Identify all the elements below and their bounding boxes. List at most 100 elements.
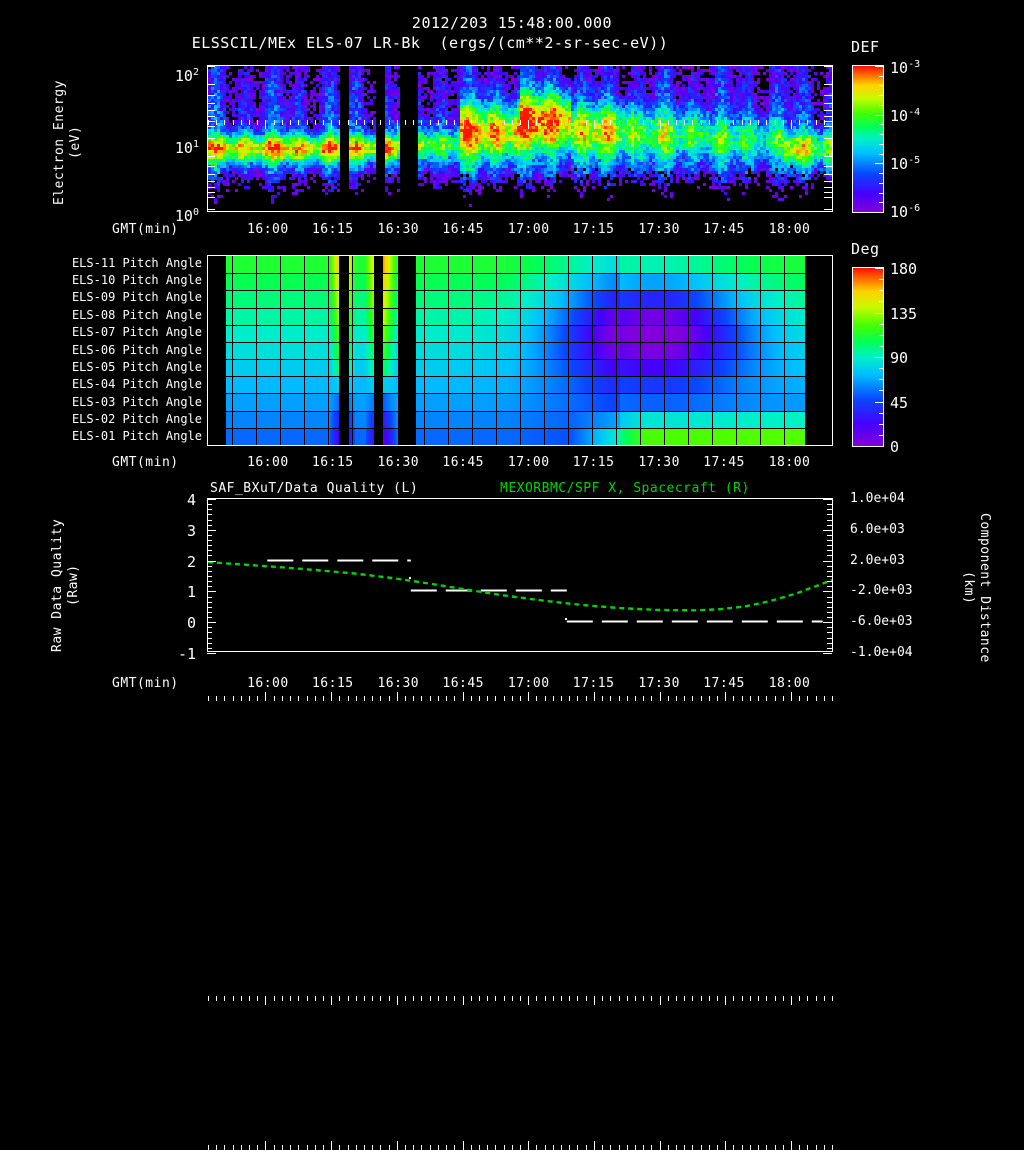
- axis-tick: [265, 996, 266, 1005]
- axis-tick: [430, 696, 431, 701]
- axis-tick: [725, 692, 726, 701]
- axis-tick: [553, 696, 554, 701]
- axis-tick: [446, 120, 447, 125]
- axis-tick: [323, 1145, 324, 1150]
- panel-top-ylabel: Electron Energy (eV): [52, 80, 83, 205]
- axis-tick: [249, 120, 250, 125]
- axis-tick: [586, 1145, 587, 1150]
- axis-tick: [207, 643, 212, 644]
- axis-tick: [750, 120, 751, 125]
- axis-tick: [733, 996, 734, 1001]
- colorbar-tick: [879, 173, 884, 174]
- axis-tick: [331, 1141, 332, 1150]
- axis-tick: [824, 120, 825, 125]
- axis-tick: [216, 1145, 217, 1150]
- x-tick-label: 17:15: [572, 676, 615, 691]
- axis-tick: [454, 120, 455, 125]
- axis-tick: [824, 126, 832, 127]
- x-tick-label: 17:45: [703, 455, 745, 470]
- axis-tick: [265, 1141, 266, 1150]
- axis-tick: [290, 696, 291, 701]
- axis-tick: [207, 504, 212, 505]
- axis-tick: [495, 696, 496, 701]
- y-tick-label-left: 1: [186, 583, 196, 602]
- axis-tick: [216, 120, 217, 125]
- axis-tick: [783, 696, 784, 701]
- colorbar-tick: [879, 424, 884, 425]
- axis-tick: [536, 120, 537, 125]
- axis-tick: [463, 1141, 464, 1150]
- axis-tick: [832, 1145, 833, 1150]
- x-tick-label: 17:30: [638, 455, 680, 470]
- axis-tick: [471, 1145, 472, 1150]
- axis-tick: [257, 996, 258, 1001]
- axis-tick: [701, 1145, 702, 1150]
- axis-tick: [824, 66, 832, 67]
- deg-colorbar-title: Deg: [851, 240, 880, 258]
- axis-tick: [827, 509, 832, 510]
- axis-tick: [758, 996, 759, 1001]
- axis-tick: [504, 996, 505, 1001]
- axis-tick: [331, 692, 332, 701]
- axis-tick: [766, 120, 767, 125]
- axis-tick: [824, 192, 832, 193]
- axis-tick: [397, 1141, 398, 1150]
- axis-tick: [692, 996, 693, 1001]
- axis-tick: [536, 696, 537, 701]
- axis-tick: [783, 120, 784, 125]
- axis-tick: [307, 696, 308, 701]
- axis-tick: [824, 84, 832, 85]
- panel-bot-xticklabels: 16:00 16:15 16:30 16:45 17:00 17:15 17:30 17:45…: [0, 676, 1024, 694]
- axis-tick: [643, 1145, 644, 1150]
- axis-tick: [816, 696, 817, 701]
- axis-tick: [207, 103, 215, 104]
- axis-tick: [454, 696, 455, 701]
- axis-tick: [372, 1145, 373, 1150]
- axis-tick: [438, 696, 439, 701]
- axis-tick: [823, 530, 832, 531]
- axis-tick: [315, 120, 316, 125]
- axis-tick: [495, 996, 496, 1001]
- axis-tick: [791, 120, 792, 129]
- axis-tick: [827, 617, 832, 618]
- colorbar-tick: [879, 279, 884, 280]
- axis-tick: [824, 138, 832, 139]
- axis-tick: [684, 996, 685, 1001]
- axis-tick: [282, 120, 283, 125]
- axis-tick: [577, 696, 578, 701]
- axis-tick: [635, 696, 636, 701]
- axis-tick: [446, 696, 447, 701]
- axis-tick: [827, 648, 832, 649]
- axis-tick: [717, 996, 718, 1001]
- axis-tick: [561, 120, 562, 125]
- axis-tick: [512, 1145, 513, 1150]
- axis-tick: [207, 166, 215, 167]
- axis-tick: [438, 120, 439, 125]
- axis-tick: [827, 612, 832, 613]
- colorbar-tick: [879, 105, 884, 106]
- axis-tick: [241, 996, 242, 1001]
- axis-tick: [561, 1145, 562, 1150]
- axis-tick: [454, 1145, 455, 1150]
- axis-tick: [651, 120, 652, 125]
- axis-tick: [824, 996, 825, 1001]
- axis-tick: [660, 996, 661, 1005]
- axis-tick: [832, 696, 833, 701]
- axis-tick: [207, 597, 212, 598]
- axis-tick: [339, 696, 340, 701]
- axis-tick: [438, 1145, 439, 1150]
- axis-tick: [742, 696, 743, 701]
- axis-tick: [709, 696, 710, 701]
- axis-tick: [207, 591, 216, 592]
- axis-tick: [520, 996, 521, 1001]
- axis-tick: [577, 1145, 578, 1150]
- axis-tick: [807, 996, 808, 1001]
- axis-tick: [413, 120, 414, 125]
- axis-tick: [257, 120, 258, 125]
- panel-top-ylabels: 102 101 100: [150, 55, 205, 225]
- axis-tick: [643, 696, 644, 701]
- axis-tick: [750, 996, 751, 1001]
- axis-tick: [619, 120, 620, 125]
- axis-tick: [668, 120, 669, 125]
- axis-tick: [775, 120, 776, 125]
